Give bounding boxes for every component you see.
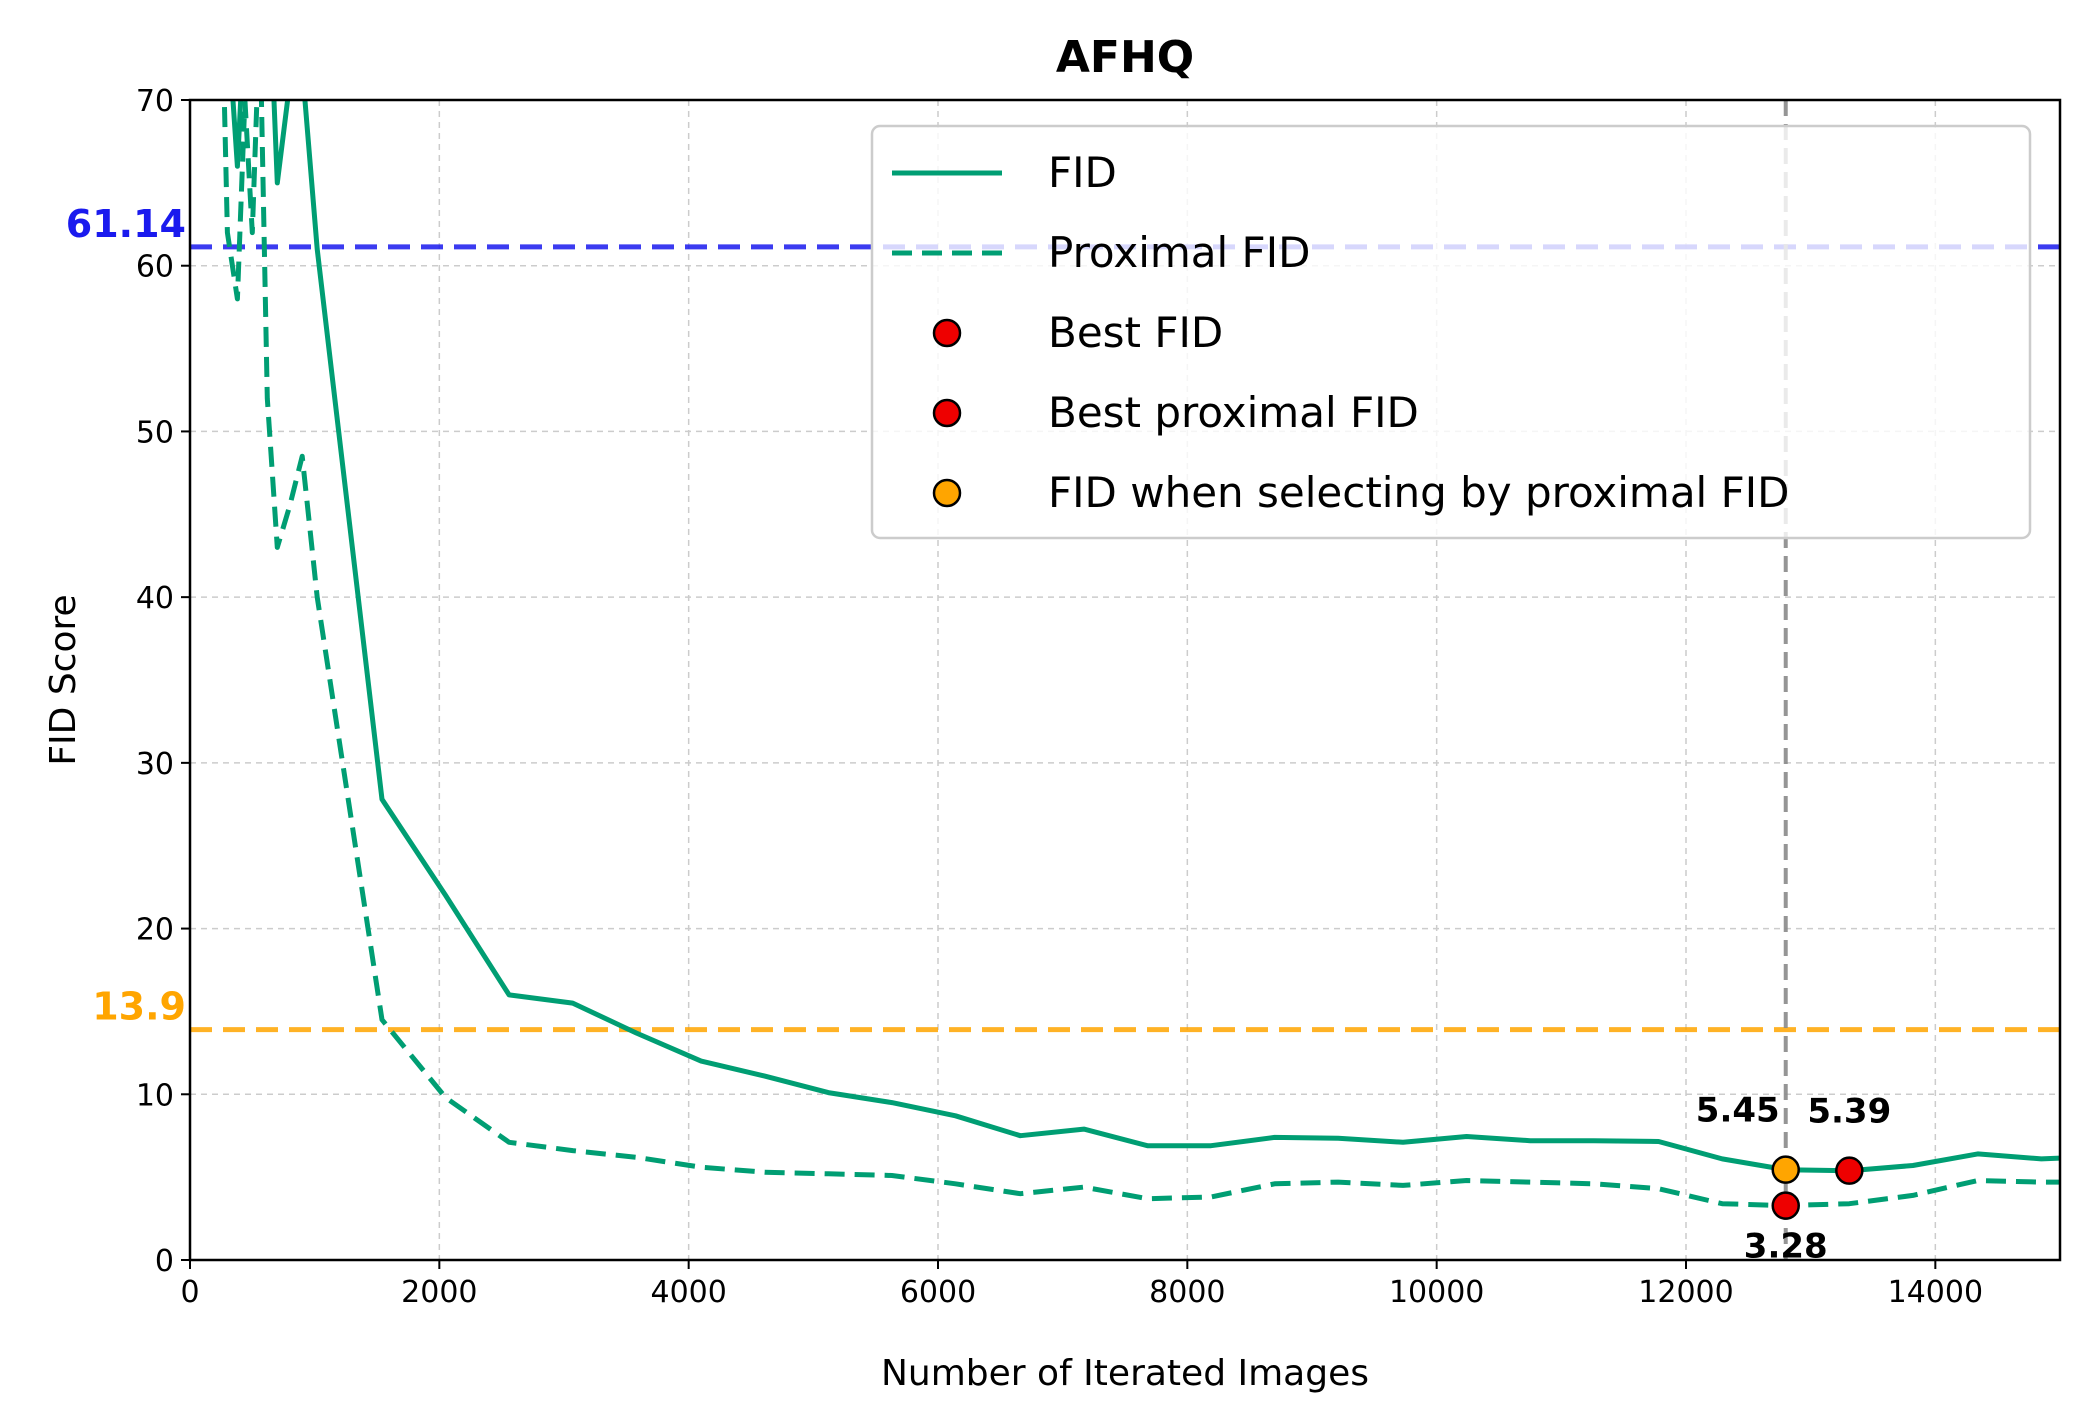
marker-point	[1835, 1156, 1864, 1185]
x-tick-label: 2000	[401, 1275, 477, 1310]
x-axis-label: Number of Iterated Images	[881, 1353, 1369, 1394]
reference-line-label: 13.9	[92, 985, 186, 1029]
y-tick-label: 70	[136, 84, 174, 119]
legend-label: Proximal FID	[1048, 228, 1310, 277]
reference-line-label: 61.14	[66, 202, 186, 246]
axis-ticks: 0 2000 4000 6000 8000 10000 12000 14000 0 10 20 30 4…	[136, 84, 1983, 1310]
x-tick-label: 4000	[650, 1275, 726, 1310]
series-lines	[221, 100, 2060, 1209]
y-tick-label: 20	[136, 913, 174, 948]
legend-label: Best proximal FID	[1048, 388, 1419, 437]
legend-marker	[932, 318, 962, 348]
legend-marker	[932, 398, 962, 428]
marker-point	[1771, 1155, 1800, 1184]
marker-point	[1771, 1191, 1800, 1220]
x-tick-label: 12000	[1638, 1275, 1733, 1310]
x-tick-label: 0	[180, 1275, 199, 1310]
x-tick-label: 10000	[1389, 1275, 1484, 1310]
proximal-fid-line	[221, 100, 2060, 1209]
x-tick-label: 14000	[1888, 1275, 1983, 1310]
y-axis-label: FID Score	[43, 594, 84, 765]
legend-box	[870, 124, 2032, 540]
legend-label: FID when selecting by proximal FID	[1048, 468, 1789, 517]
legend: FID Proximal FID Best FID Best proximal FID…	[870, 124, 2032, 540]
y-tick-label: 40	[136, 581, 174, 616]
legend-label: FID	[1048, 148, 1117, 197]
marker-value-label: 5.45	[1696, 1091, 1780, 1131]
legend-marker	[932, 478, 962, 508]
y-tick-label: 10	[136, 1078, 174, 1113]
plot-frame	[188, 98, 2062, 1262]
legend-label: Best FID	[1048, 308, 1223, 357]
x-tick-label: 8000	[1149, 1275, 1225, 1310]
x-tick-label: 6000	[900, 1275, 976, 1310]
y-tick-label: 30	[136, 747, 174, 782]
marker-value-label: 5.39	[1807, 1092, 1891, 1132]
chart-title: AFHQ	[1056, 32, 1194, 83]
y-tick-label: 50	[136, 415, 174, 450]
y-tick-label: 60	[136, 250, 174, 285]
fid-line	[230, 100, 2060, 1174]
y-tick-label: 0	[155, 1244, 174, 1279]
